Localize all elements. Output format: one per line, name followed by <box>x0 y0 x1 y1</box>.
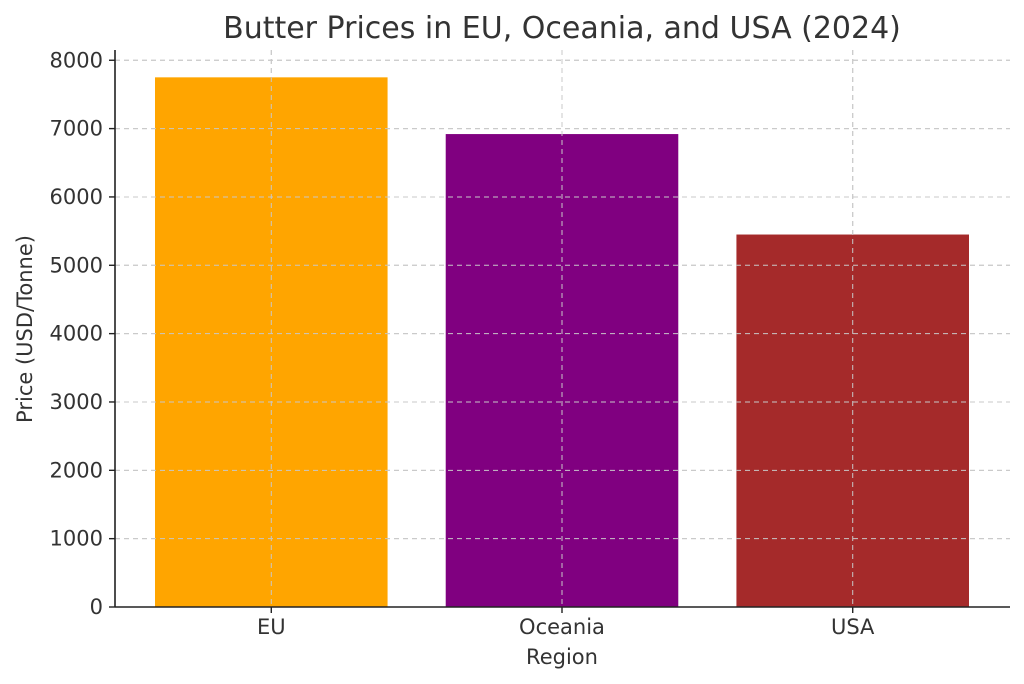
x-tick-label: USA <box>831 615 875 639</box>
y-tick-label: 5000 <box>50 253 103 277</box>
bars <box>115 50 1010 608</box>
y-tick-label: 4000 <box>50 322 103 346</box>
x-axis-label: Region <box>526 645 598 669</box>
y-axis-label: Price (USD/Tonne) <box>13 235 37 423</box>
y-tick-label: 3000 <box>50 390 103 414</box>
axes <box>109 50 1010 613</box>
y-tick-label: 8000 <box>50 48 103 72</box>
x-tick-label: Oceania <box>519 615 605 639</box>
y-tick-label: 7000 <box>50 117 103 141</box>
tick-labels: 0 1000 2000 3000 4000 5000 6000 7000 8000 EU Ocean… <box>50 48 876 639</box>
chart-title: Butter Prices in EU, Oceania, and USA (2… <box>223 11 901 46</box>
y-tick-label: 1000 <box>50 527 103 551</box>
y-tick-label: 6000 <box>50 185 103 209</box>
y-tick-label: 2000 <box>50 458 103 482</box>
y-tick-label: 0 <box>90 595 103 619</box>
x-tick-label: EU <box>257 615 286 639</box>
